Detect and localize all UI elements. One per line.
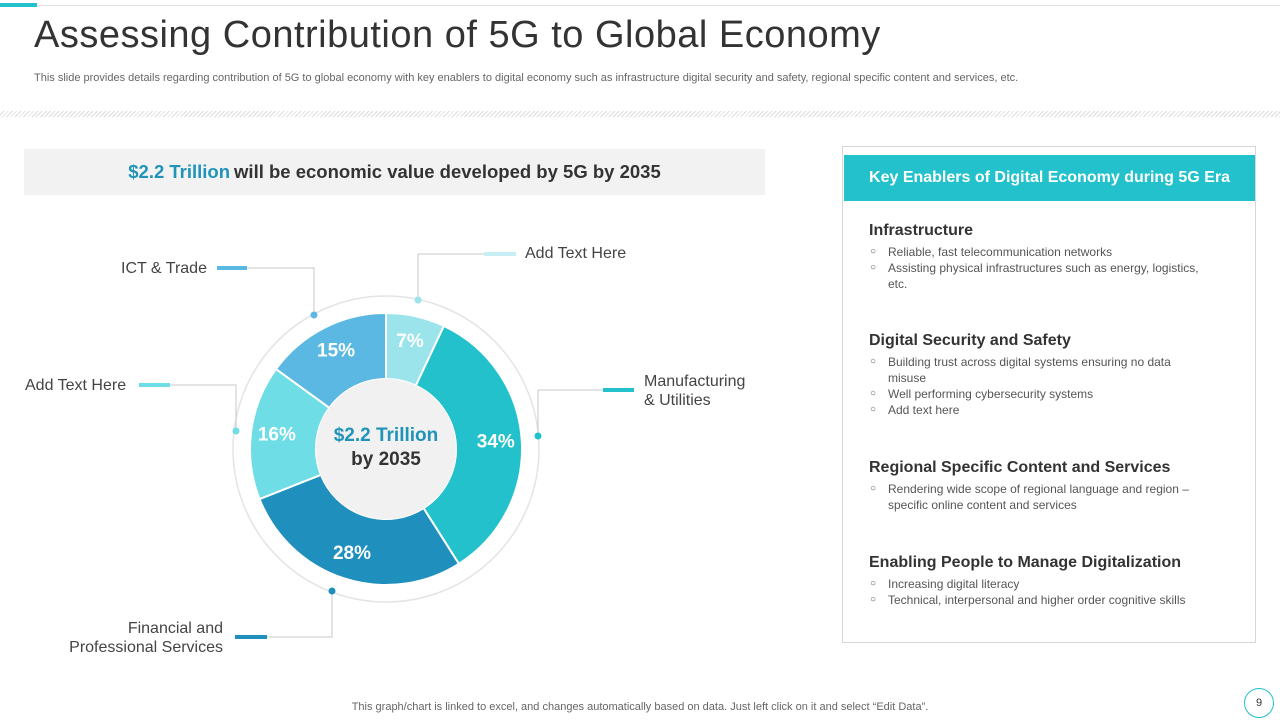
enabler-point-text: Technical, interpersonal and higher orde… [888, 593, 1186, 607]
slide-footer-note: This graph/chart is linked to excel, and… [351, 701, 929, 713]
enabler-title: Infrastructure [869, 222, 974, 239]
enabler-digitalization: Enabling People to Manage Digitalization… [869, 554, 1199, 608]
donut-segment-label-0: 7% [396, 331, 424, 352]
donut-center-sub: by 2035 [351, 449, 421, 470]
zigzag-divider [0, 111, 1280, 117]
callout-label-manufacturing: Manufacturing & Utilities [644, 372, 745, 410]
callout-line-fin [267, 591, 333, 638]
enablers-panel-header: Key Enablers of Digital Economy during 5… [844, 155, 1255, 201]
callout-label-mfg-line1: Manufacturing [644, 373, 746, 390]
enabler-title: Enabling People to Manage Digitalization [869, 554, 1182, 571]
headline-value: $2.2 Trillion [128, 161, 231, 182]
enabler-point: ○ Reliable, fast telecommunication networ… [869, 244, 1199, 260]
donut-segment-label-3: 16% [258, 425, 296, 446]
callout-label-ict: ICT & Trade [121, 260, 207, 277]
enablers-panel [842, 146, 1256, 643]
enabler-point: ○ Increasing digital literacy [869, 576, 1199, 592]
callout-label-mfg-line2: & Utilities [644, 392, 711, 409]
headline-banner: $2.2 Trillion will be economic value dev… [24, 149, 765, 195]
enabler-point: ○ Assisting physical infrastructures such… [869, 260, 1199, 292]
enabler-point: ○ Well performing cybersecurity systems [869, 386, 1199, 402]
enabler-point-text: Assisting physical infrastructures such … [888, 261, 1199, 291]
top-accent-bar [0, 3, 37, 7]
callout-label-fin-line1: Financial and [127, 620, 223, 637]
slide-title: Assessing Contribution of 5G to Global E… [34, 14, 881, 56]
enabler-point-text: Reliable, fast telecommunication network… [888, 245, 1113, 259]
callout-lines [170, 253, 603, 638]
callout-marker-add-top [484, 252, 516, 256]
callout-marker-ict [217, 266, 247, 270]
enabler-point: ○ Technical, interpersonal and higher ord… [869, 592, 1199, 608]
callout-dot-add-left [232, 427, 240, 435]
donut-segment-label-2: 28% [333, 543, 371, 564]
enabler-digital-security: Digital Security and Safety ○ Building tr… [869, 332, 1199, 418]
callout-marker-mfg [603, 388, 634, 392]
donut-segment-label-1: 34% [477, 432, 515, 453]
enabler-points: ○ Increasing digital literacy ○ Technical,… [869, 576, 1199, 608]
enabler-point-text: Well performing cybersecurity systems [888, 387, 1094, 401]
donut-segment-labels: 7% 34% 28% 16% 15% [258, 331, 515, 564]
top-divider [0, 5, 1280, 6]
callout-label-fin-line2: Professional Services [69, 639, 223, 656]
enabler-point: ○ Building trust across digital systems e… [869, 354, 1199, 386]
callout-dots [232, 296, 542, 595]
callout-marker-fin [235, 635, 267, 639]
callout-markers [139, 252, 634, 639]
circle-bullet-icon: ○ [870, 356, 877, 367]
enabler-point-text: Building trust across digital systems en… [888, 355, 1171, 385]
enabler-point: ○ Add text here [869, 402, 1199, 418]
enabler-points: ○ Reliable, fast telecommunication networ… [869, 244, 1199, 292]
circle-bullet-icon: ○ [870, 246, 877, 257]
donut-hole [316, 379, 456, 519]
donut-center-value: $2.2 Trillion [333, 425, 439, 446]
callout-line-add-left [170, 384, 237, 431]
circle-bullet-icon: ○ [870, 404, 877, 415]
enabler-infrastructure: Infrastructure ○ Reliable, fast telecommu… [869, 222, 1199, 292]
enabler-points: ○ Rendering wide scope of regional langua… [869, 481, 1199, 513]
donut-chart[interactable]: 7% 34% 28% 16% 15% [0, 200, 780, 670]
donut-segment-label-4: 15% [317, 340, 355, 361]
callout-line-mfg [537, 389, 603, 436]
enabler-regional-content: Regional Specific Content and Services ○… [869, 459, 1199, 513]
callout-marker-add-left [139, 383, 170, 387]
circle-bullet-icon: ○ [870, 594, 877, 605]
circle-bullet-icon: ○ [870, 578, 877, 589]
headline-text: will be economic value developed by 5G b… [234, 161, 661, 182]
enabler-point-text: Increasing digital literacy [888, 577, 1020, 591]
circle-bullet-icon: ○ [870, 483, 877, 494]
page-number-badge: 9 [1244, 688, 1274, 718]
callout-line-add-top [417, 253, 484, 300]
enabler-point: ○ Rendering wide scope of regional langua… [869, 481, 1199, 513]
circle-bullet-icon: ○ [870, 262, 877, 273]
circle-bullet-icon: ○ [870, 388, 877, 399]
callout-dot-mfg [534, 432, 542, 440]
donut-outer-ring [232, 295, 540, 603]
callout-line-ict [247, 267, 315, 315]
callout-label-financial: Financial and Professional Services [69, 619, 223, 657]
callout-dot-add-top [414, 296, 422, 304]
enabler-title: Digital Security and Safety [869, 332, 1071, 349]
enabler-point-text: Rendering wide scope of regional languag… [888, 482, 1189, 512]
enabler-point-text: Add text here [888, 403, 960, 417]
enabler-points: ○ Building trust across digital systems e… [869, 354, 1199, 418]
enabler-title: Regional Specific Content and Services [869, 459, 1171, 476]
callout-dot-ict [310, 311, 318, 319]
callout-label-add-top: Add Text Here [525, 245, 627, 262]
callout-label-add-left: Add Text Here [25, 377, 127, 394]
callout-dot-fin [328, 587, 336, 595]
slide-subtitle: This slide provides details regarding co… [34, 72, 1019, 84]
